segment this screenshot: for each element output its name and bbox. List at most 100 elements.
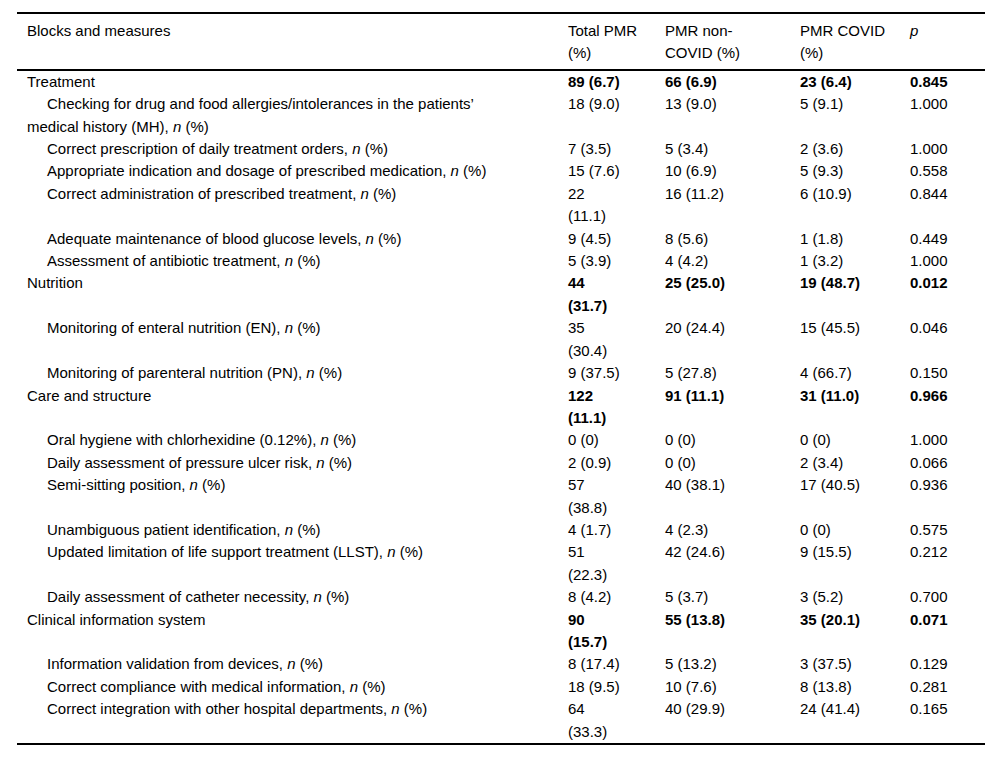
row-label: Updated limitation of life support treat…: [17, 541, 568, 586]
table-row: Correct integration with other hospital …: [17, 698, 985, 744]
row-label: Correct prescription of daily treatment …: [17, 138, 568, 160]
n-italic: n: [391, 700, 399, 717]
row-label: Nutrition: [17, 272, 568, 317]
cell-value: 24 (41.4): [800, 698, 910, 744]
cell-value: 40 (29.9): [665, 698, 800, 744]
cell-value: 90 (15.7): [568, 609, 665, 654]
cell-value: 0.281: [910, 676, 985, 698]
n-italic: n: [366, 230, 374, 247]
table-row: Monitoring of enteral nutrition (EN), n …: [17, 317, 985, 362]
cell-value: 4 (1.7): [568, 519, 665, 541]
row-label: Oral hygiene with chlorhexidine (0.12%),…: [17, 429, 568, 451]
cell-value: 89 (6.7): [568, 70, 665, 93]
cell-value: 9 (15.5): [800, 541, 910, 586]
cell-value: 5 (3.9): [568, 250, 665, 272]
cell-value: 0.845: [910, 70, 985, 93]
cell-value: 4 (66.7): [800, 362, 910, 384]
cell-value: 10 (6.9): [665, 160, 800, 182]
n-italic: n: [360, 185, 368, 202]
cell-value: 35 (30.4): [568, 317, 665, 362]
blocks-and-measures-table: Blocks and measures Total PMR (%) PMR no…: [17, 12, 985, 745]
cell-value: 9 (37.5): [568, 362, 665, 384]
cell-value: 18 (9.5): [568, 676, 665, 698]
cell-value: 17 (40.5): [800, 474, 910, 519]
cell-value: 3 (37.5): [800, 653, 910, 675]
cell-value: 44 (31.7): [568, 272, 665, 317]
n-italic: n: [451, 162, 459, 179]
cell-value: 9 (4.5): [568, 228, 665, 250]
table-row: Nutrition44 (31.7)25 (25.0)19 (48.7)0.01…: [17, 272, 985, 317]
cell-value: 0.558: [910, 160, 985, 182]
col-header-total-pmr: Total PMR (%): [568, 13, 665, 70]
n-italic: n: [190, 476, 198, 493]
cell-value: 5 (3.4): [665, 138, 800, 160]
cell-value: 1 (1.8): [800, 228, 910, 250]
table-row: Correct prescription of daily treatment …: [17, 138, 985, 160]
cell-value: 0.700: [910, 586, 985, 608]
n-italic: n: [287, 655, 295, 672]
cell-value: 0.449: [910, 228, 985, 250]
row-label: Information validation from devices, n (…: [17, 653, 568, 675]
cell-value: 8 (13.8): [800, 676, 910, 698]
table-row: Assessment of antibiotic treatment, n (%…: [17, 250, 985, 272]
cell-value: 0 (0): [665, 452, 800, 474]
cell-value: 0.150: [910, 362, 985, 384]
row-label: Adequate maintenance of blood glucose le…: [17, 228, 568, 250]
cell-value: 6 (10.9): [800, 183, 910, 228]
cell-value: 2 (3.6): [800, 138, 910, 160]
cell-value: 15 (45.5): [800, 317, 910, 362]
col-header-blocks-and-measures: Blocks and measures: [17, 13, 568, 70]
cell-value: 0 (0): [568, 429, 665, 451]
cell-value: 22 (11.1): [568, 183, 665, 228]
cell-value: 2 (3.4): [800, 452, 910, 474]
table-row: Information validation from devices, n (…: [17, 653, 985, 675]
row-label: Daily assessment of pressure ulcer risk,…: [17, 452, 568, 474]
cell-value: 55 (13.8): [665, 609, 800, 654]
cell-value: 0.936: [910, 474, 985, 519]
table-row: Oral hygiene with chlorhexidine (0.12%),…: [17, 429, 985, 451]
table-row: Semi-sitting position, n (%)57 (38.8)40 …: [17, 474, 985, 519]
header-row: Blocks and measures Total PMR (%) PMR no…: [17, 13, 985, 70]
table-row: Checking for drug and food allergies/int…: [17, 93, 985, 138]
row-label: Semi-sitting position, n (%): [17, 474, 568, 519]
cell-value: 1 (3.2): [800, 250, 910, 272]
row-label: Monitoring of parenteral nutrition (PN),…: [17, 362, 568, 384]
cell-value: 40 (38.1): [665, 474, 800, 519]
n-italic: n: [285, 319, 293, 336]
table-row: Daily assessment of pressure ulcer risk,…: [17, 452, 985, 474]
cell-value: 5 (13.2): [665, 653, 800, 675]
n-italic: n: [316, 454, 324, 471]
n-italic: n: [387, 543, 395, 560]
cell-value: 1.000: [910, 138, 985, 160]
table-row: Updated limitation of life support treat…: [17, 541, 985, 586]
cell-value: 1.000: [910, 93, 985, 138]
n-italic: n: [314, 588, 322, 605]
cell-value: 13 (9.0): [665, 93, 800, 138]
cell-value: 8 (5.6): [665, 228, 800, 250]
cell-value: 3 (5.2): [800, 586, 910, 608]
table-body: Treatment89 (6.7)66 (6.9)23 (6.4)0.845Ch…: [17, 70, 985, 744]
cell-value: 0 (0): [800, 429, 910, 451]
cell-value: 0.066: [910, 452, 985, 474]
cell-value: 0.966: [910, 385, 985, 430]
cell-value: 5 (27.8): [665, 362, 800, 384]
cell-value: 20 (24.4): [665, 317, 800, 362]
cell-value: 57 (38.8): [568, 474, 665, 519]
cell-value: 0.575: [910, 519, 985, 541]
row-label: Treatment: [17, 70, 568, 93]
cell-value: 0.071: [910, 609, 985, 654]
cell-value: 5 (3.7): [665, 586, 800, 608]
table-row: Monitoring of parenteral nutrition (PN),…: [17, 362, 985, 384]
cell-value: 91 (11.1): [665, 385, 800, 430]
col-header-pmr-non-covid: PMR non- COVID (%): [665, 13, 800, 70]
cell-value: 1.000: [910, 429, 985, 451]
col-header-pmr-covid: PMR COVID (%): [800, 13, 910, 70]
table-row: Clinical information system90 (15.7)55 (…: [17, 609, 985, 654]
cell-value: 1.000: [910, 250, 985, 272]
row-label: Care and structure: [17, 385, 568, 430]
table-row: Care and structure122 (11.1)91 (11.1)31 …: [17, 385, 985, 430]
cell-value: 66 (6.9): [665, 70, 800, 93]
row-label: Correct compliance with medical informat…: [17, 676, 568, 698]
cell-value: 5 (9.3): [800, 160, 910, 182]
cell-value: 35 (20.1): [800, 609, 910, 654]
